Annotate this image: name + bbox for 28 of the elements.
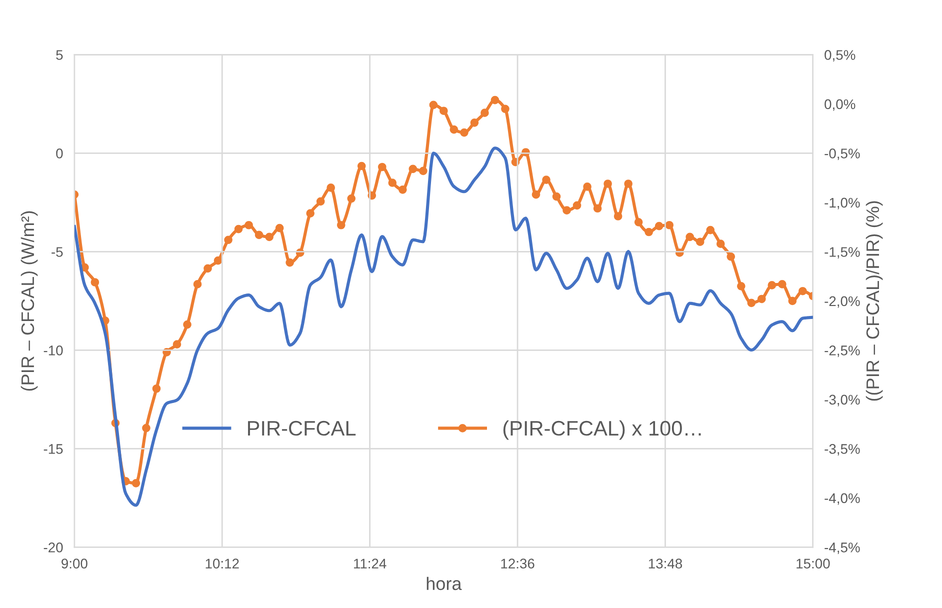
y2-tick-label: 0,5% xyxy=(824,50,856,62)
y-axis-title: (PIR – CFCAL) (W/m²) xyxy=(20,211,38,391)
x-tick-label: 13:48 xyxy=(648,558,682,569)
y2-tick-label: -1,5% xyxy=(824,247,860,259)
y2-tick-label: -4,5% xyxy=(824,542,860,554)
y-tick-label: -20 xyxy=(44,542,63,552)
y2-tick-label: -3,0% xyxy=(824,394,860,406)
x-tick-label: 12:36 xyxy=(501,558,534,569)
y2-tick-label: -4,0% xyxy=(824,493,860,505)
x-tick-label: 9:00 xyxy=(62,558,88,569)
y2-tick-label: -2,5% xyxy=(824,346,860,358)
y2-axis-title: ((PIR – CFCAL)/PIR) (%) xyxy=(866,201,883,401)
x-tick-label: 11:24 xyxy=(354,558,386,568)
y-tick-label: 0 xyxy=(56,148,63,158)
legend-label: PIR-CFCAL xyxy=(248,420,356,436)
y2-tick-label: -1,0% xyxy=(824,198,860,210)
legend-label: (PIR-CFCAL) x 100… xyxy=(503,420,701,440)
y2-tick-label: -2,0% xyxy=(824,296,860,308)
y-tick-label: -10 xyxy=(44,346,63,356)
y2-tick-label: -3,5% xyxy=(824,444,860,456)
y2-tick-label: 0,0% xyxy=(824,99,856,111)
y-tick-label: -5 xyxy=(52,247,63,257)
x-tick-label: 10:12 xyxy=(206,558,239,569)
y2-tick-label: -0,5% xyxy=(824,148,860,160)
x-tick-label: 15:00 xyxy=(796,558,830,569)
x-axis-title: hora xyxy=(426,576,462,590)
y-tick-label: 5 xyxy=(56,50,63,60)
y-tick-label: -15 xyxy=(44,444,63,454)
